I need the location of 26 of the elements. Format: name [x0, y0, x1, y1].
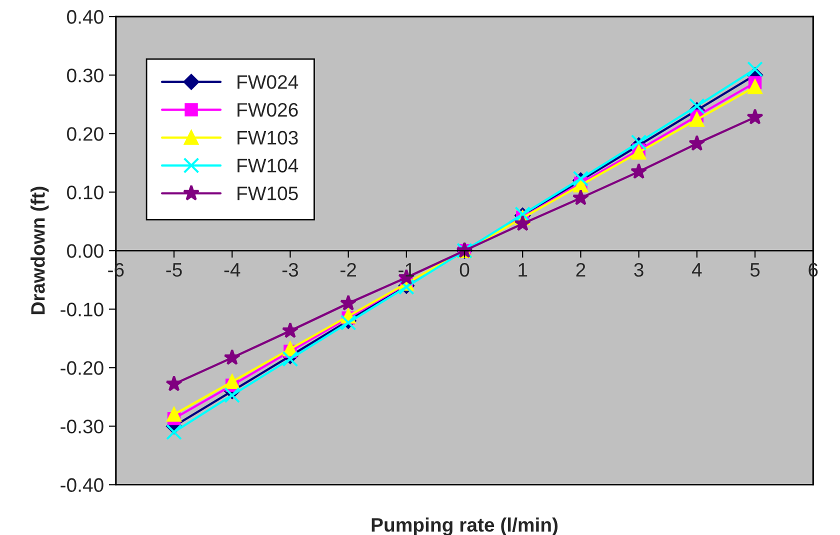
y-axis-title: Drawdown (ft) [30, 186, 49, 314]
x-tick-label: -5 [166, 263, 182, 277]
legend-label: FW105 [238, 186, 298, 200]
x-tick-label: -4 [224, 263, 240, 277]
x-tick-label: 4 [692, 263, 702, 277]
y-tick-label: 0.40 [67, 10, 104, 24]
legend-label: FW103 [238, 130, 298, 145]
legend-label: FW104 [238, 158, 298, 172]
x-tick-label: 2 [576, 262, 586, 277]
y-tick-label: 0.30 [67, 68, 104, 82]
x-tick-label: -2 [340, 262, 356, 277]
x-tick-label: 1 [518, 263, 528, 277]
x-tick-label: 5 [750, 263, 760, 277]
y-tick-label: 0.10 [67, 186, 104, 200]
legend-label: FW026 [238, 102, 298, 117]
x-tick-label: -1 [398, 263, 414, 277]
y-tick-label: 0.00 [67, 244, 104, 258]
y-tick-label: -0.10 [60, 302, 104, 316]
y-tick-label: 0.20 [67, 127, 104, 141]
y-tick-label: -0.20 [60, 361, 104, 375]
x-tick-label: 3 [634, 262, 644, 277]
x-tick-label: -3 [282, 262, 298, 277]
x-tick-label: 0 [460, 262, 470, 277]
y-tick-label: -0.40 [60, 478, 104, 492]
y-tick-label: -0.30 [60, 420, 104, 434]
legend-label: FW024 [238, 75, 298, 89]
